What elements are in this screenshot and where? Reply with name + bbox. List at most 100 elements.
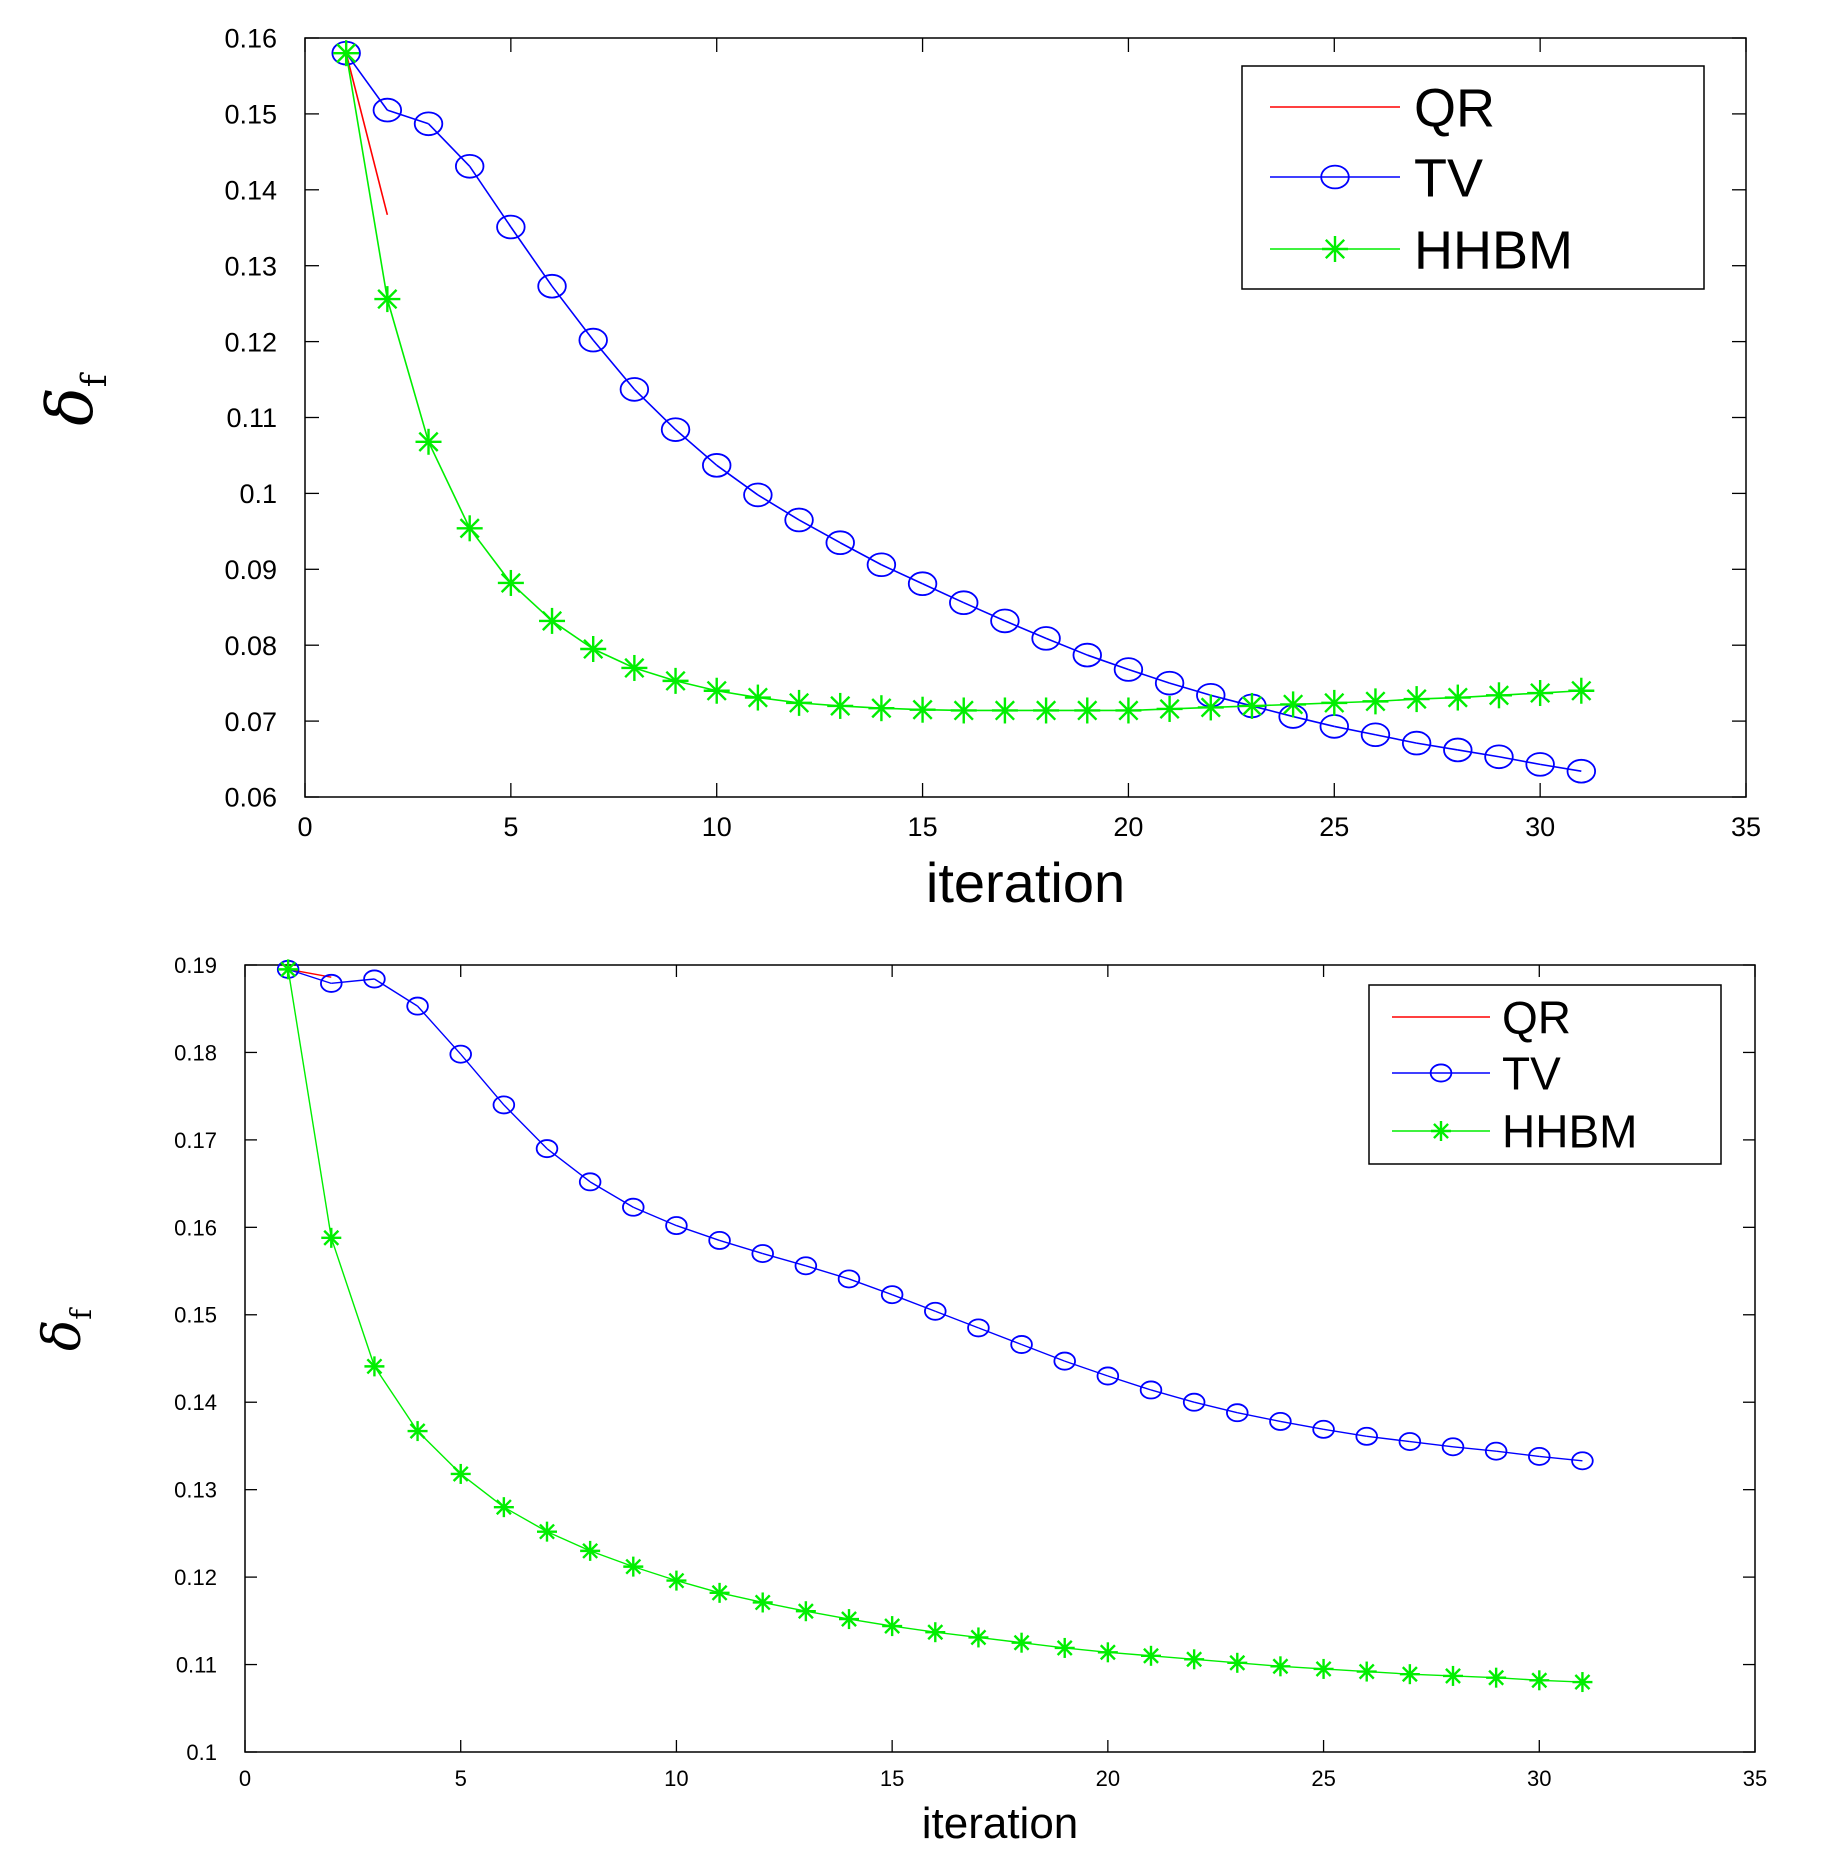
hhbm-point bbox=[1321, 689, 1348, 716]
x-axis-label: iteration bbox=[922, 1799, 1079, 1848]
hhbm-point bbox=[1362, 688, 1389, 715]
tv-point bbox=[578, 1172, 602, 1192]
tv-point bbox=[1398, 1432, 1422, 1452]
x-axis-label: iteration bbox=[926, 851, 1125, 914]
series-line-hhbm bbox=[330, 1237, 376, 1367]
series-line-hhbm bbox=[469, 527, 512, 584]
series-line-tv bbox=[1210, 694, 1253, 707]
series-line-tv bbox=[1452, 1446, 1497, 1452]
tv-point bbox=[825, 530, 855, 556]
x-tick-label: 35 bbox=[1731, 812, 1761, 842]
series-line-tv bbox=[805, 1265, 850, 1280]
hhbm-point bbox=[1280, 691, 1307, 718]
x-tick-label: 25 bbox=[1311, 1766, 1335, 1791]
legend-label: QR bbox=[1414, 78, 1495, 138]
hhbm-point bbox=[374, 286, 401, 313]
series-line-tv bbox=[1128, 668, 1170, 684]
hhbm-point bbox=[580, 635, 607, 662]
tv-point bbox=[1441, 1437, 1465, 1457]
legend-label: HHBM bbox=[1502, 1106, 1637, 1158]
series-line-hhbm bbox=[345, 53, 389, 300]
tv-point bbox=[1154, 670, 1185, 696]
x-tick-label: 35 bbox=[1743, 1766, 1767, 1791]
series-line-tv bbox=[1496, 1450, 1540, 1458]
y-tick-label: 0.13 bbox=[174, 1478, 217, 1503]
x-tick-label: 20 bbox=[1113, 812, 1143, 842]
series-line-tv bbox=[1539, 1455, 1583, 1462]
series-line-tv bbox=[427, 123, 471, 167]
hhbm-point bbox=[1443, 1665, 1463, 1686]
series-line-tv bbox=[546, 1148, 591, 1183]
tv-point bbox=[990, 608, 1020, 634]
series-hhbm bbox=[278, 959, 1593, 1693]
y-tick-label: 0.18 bbox=[174, 1040, 217, 1065]
y-axis-label: δf bbox=[34, 371, 115, 426]
series-line-tv bbox=[1457, 749, 1500, 758]
x-tick-label: 0 bbox=[239, 1766, 251, 1791]
series-line-hhbm bbox=[675, 680, 717, 692]
hhbm-point bbox=[666, 1570, 687, 1591]
hhbm-point bbox=[950, 697, 977, 724]
chart-1: 0 5 10 15 20 25 30 35 0.06 0.07 0.08 0.09 0.1 0.11 0.1… bbox=[34, 24, 1761, 914]
series-line-tv bbox=[716, 464, 759, 496]
legend-label: QR bbox=[1502, 992, 1571, 1044]
hhbm-point bbox=[1356, 1661, 1377, 1682]
series-line-hhbm bbox=[417, 1430, 462, 1475]
series-line-tv bbox=[287, 968, 332, 985]
hhbm-point bbox=[1568, 677, 1595, 704]
hhbm-point bbox=[1033, 697, 1060, 724]
tv-point bbox=[1566, 758, 1597, 784]
series-line-tv bbox=[978, 1327, 1022, 1346]
tv-point bbox=[1031, 626, 1061, 651]
hhbm-point bbox=[827, 692, 854, 719]
tv-point bbox=[907, 571, 938, 597]
series-line-tv bbox=[503, 1104, 548, 1150]
series-line-tv bbox=[1498, 755, 1541, 766]
tv-point bbox=[537, 273, 567, 299]
x-tick-label: 20 bbox=[1096, 1766, 1120, 1791]
x-tick-label: 0 bbox=[297, 812, 312, 842]
hhbm-point bbox=[278, 959, 299, 980]
tv-point bbox=[1269, 1412, 1292, 1431]
tv-point bbox=[1113, 657, 1144, 682]
hhbm-point bbox=[1486, 1667, 1507, 1688]
tv-point bbox=[1571, 1451, 1594, 1471]
tv-point bbox=[1484, 1441, 1508, 1461]
hhbm-point bbox=[580, 1540, 601, 1561]
tv-point bbox=[1072, 642, 1102, 668]
tv-point bbox=[1182, 1392, 1206, 1412]
series-qr bbox=[288, 968, 332, 978]
hhbm-point bbox=[709, 1582, 730, 1603]
y-tick-label: 0.15 bbox=[174, 1303, 217, 1328]
y-tick-label: 0.1 bbox=[186, 1740, 217, 1765]
series-line-tv bbox=[1107, 1375, 1152, 1391]
y-tick-label: 0.11 bbox=[176, 1652, 217, 1677]
series-line-tv bbox=[719, 1239, 763, 1255]
series-line-tv bbox=[1416, 742, 1458, 751]
series-line-hhbm bbox=[503, 1506, 548, 1533]
tv-point bbox=[454, 153, 485, 179]
series-line-tv bbox=[1086, 654, 1129, 671]
hhbm-point bbox=[1572, 1672, 1593, 1693]
series-line-tv bbox=[1375, 733, 1417, 744]
legend-label: TV bbox=[1414, 148, 1483, 208]
series-line-tv bbox=[848, 1278, 893, 1296]
tv-point bbox=[784, 507, 814, 533]
series-line-tv bbox=[510, 226, 553, 287]
series-line-tv bbox=[345, 52, 388, 111]
tv-point bbox=[1443, 737, 1473, 763]
series-line-tv bbox=[757, 494, 800, 521]
hhbm-point bbox=[537, 1521, 557, 1542]
series-line-hhbm bbox=[634, 667, 676, 682]
series-line-tv bbox=[881, 564, 923, 585]
series-line-tv bbox=[1169, 682, 1211, 697]
hhbm-point bbox=[1141, 1645, 1161, 1666]
series-line-hhbm bbox=[551, 620, 594, 650]
series-line-hhbm bbox=[676, 1579, 720, 1594]
series-line-tv bbox=[1292, 715, 1335, 728]
tv-point bbox=[413, 111, 444, 137]
hhbm-point bbox=[493, 1497, 514, 1518]
y-tick-label: 0.14 bbox=[224, 176, 277, 206]
y-tick-label: 0.07 bbox=[224, 707, 277, 737]
hhbm-point bbox=[539, 607, 566, 634]
